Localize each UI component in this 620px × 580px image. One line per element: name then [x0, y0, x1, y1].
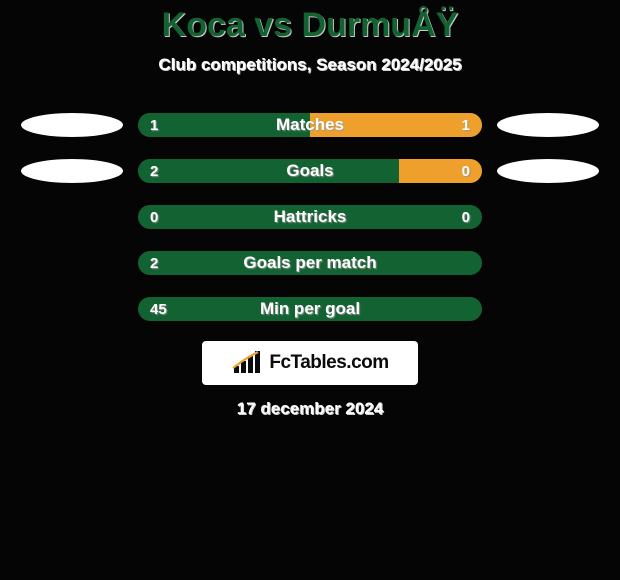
comparison-row: Goals per match2 — [20, 251, 600, 275]
left-ellipse — [21, 113, 123, 137]
comparison-row: Min per goal45 — [20, 297, 600, 321]
bar-left-fill — [138, 113, 310, 137]
left-ellipse — [21, 159, 123, 183]
page-title: Koca vs DurmuÅŸ — [0, 6, 620, 45]
bar-value-left: 0 — [150, 205, 158, 229]
stat-bar: Matches11 — [138, 113, 482, 137]
bar-left-fill — [138, 159, 399, 183]
bar-value-right: 1 — [462, 113, 470, 137]
bar-value-left: 45 — [150, 297, 167, 321]
brand-badge: FcTables.com — [202, 341, 418, 385]
comparison-row: Goals20 — [20, 159, 600, 183]
date-text: 17 december 2024 — [0, 399, 620, 419]
right-ellipse — [497, 113, 599, 137]
bar-chart-icon — [231, 350, 265, 376]
page: Koca vs DurmuÅŸ Club competitions, Seaso… — [0, 0, 620, 580]
comparison-rows: Matches11Goals20Hattricks00Goals per mat… — [0, 113, 620, 321]
bar-right-fill — [310, 113, 482, 137]
comparison-row: Hattricks00 — [20, 205, 600, 229]
bar-value-left: 2 — [150, 159, 158, 183]
bar-left-fill — [138, 251, 482, 275]
stat-bar: Goals per match2 — [138, 251, 482, 275]
comparison-row: Matches11 — [20, 113, 600, 137]
bar-value-left: 1 — [150, 113, 158, 137]
brand-text: FcTables.com — [269, 352, 388, 374]
bar-left-fill — [138, 205, 482, 229]
stat-bar: Min per goal45 — [138, 297, 482, 321]
stat-bar: Goals20 — [138, 159, 482, 183]
bar-value-right: 0 — [462, 159, 470, 183]
stat-bar: Hattricks00 — [138, 205, 482, 229]
bar-value-right: 0 — [462, 205, 470, 229]
bar-left-fill — [138, 297, 482, 321]
bar-value-left: 2 — [150, 251, 158, 275]
subtitle: Club competitions, Season 2024/2025 — [0, 55, 620, 75]
right-ellipse — [497, 159, 599, 183]
